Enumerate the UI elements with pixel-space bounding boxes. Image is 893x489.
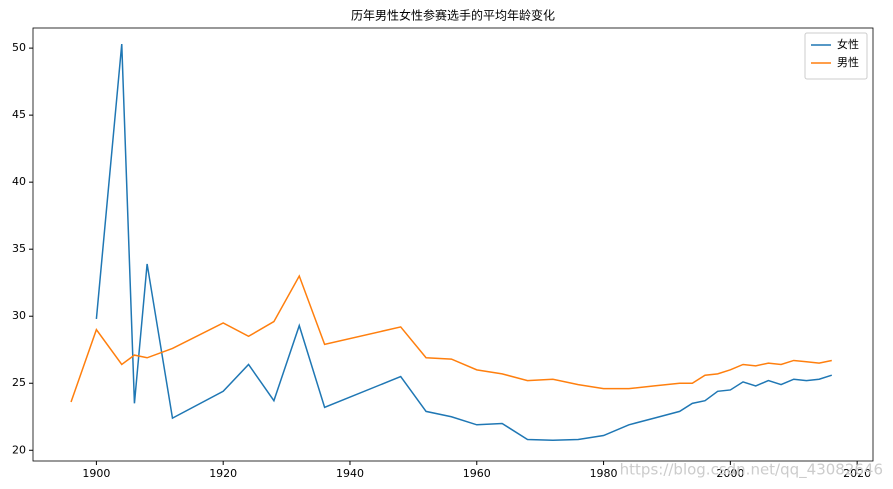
x-tick-label: 1940 [336, 467, 364, 480]
plot-frame [32, 27, 874, 462]
x-tick-label: 2020 [843, 467, 871, 480]
legend-label: 女性 [837, 37, 859, 51]
y-tick-label: 20 [12, 443, 26, 456]
series-line [70, 274, 832, 403]
series-line [95, 44, 833, 441]
chart-title: 历年男性女性参赛选手的平均年龄变化 [351, 8, 555, 23]
y-tick-label: 45 [12, 108, 26, 121]
y-tick-label: 50 [12, 41, 26, 54]
x-tick-label: 1920 [209, 467, 237, 480]
legend-label: 男性 [837, 55, 859, 69]
y-tick-label: 35 [12, 242, 26, 255]
y-tick-label: 40 [12, 175, 26, 188]
x-tick-label: 1960 [463, 467, 491, 480]
y-tick-label: 25 [12, 376, 26, 389]
x-tick-label: 1980 [590, 467, 618, 480]
y-tick-label: 30 [12, 309, 26, 322]
x-tick-label: 1900 [82, 467, 110, 480]
x-tick-label: 2000 [716, 467, 744, 480]
watermark: https://blog.csdn.net/qq_43082646 [620, 461, 883, 480]
